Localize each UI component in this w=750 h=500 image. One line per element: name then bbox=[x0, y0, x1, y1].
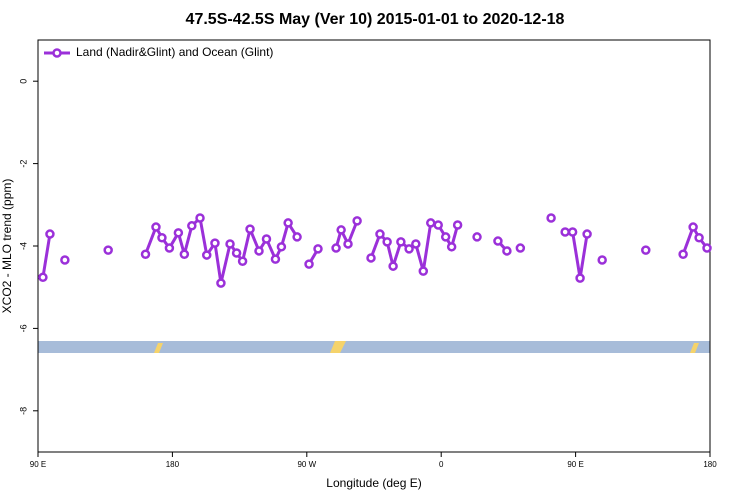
data-point bbox=[452, 220, 463, 230]
data-point bbox=[60, 255, 70, 265]
data-point bbox=[187, 221, 197, 231]
data-point bbox=[425, 218, 436, 228]
data-point bbox=[164, 243, 175, 253]
data-point bbox=[210, 238, 220, 248]
data-point bbox=[641, 245, 651, 255]
data-point bbox=[472, 232, 482, 242]
y-tick-label: -6 bbox=[18, 324, 28, 332]
data-point bbox=[446, 242, 457, 252]
data-point bbox=[270, 254, 281, 264]
data-point bbox=[597, 255, 607, 265]
data-point bbox=[276, 242, 287, 252]
data-point bbox=[382, 237, 392, 247]
data-point bbox=[440, 232, 451, 242]
data-point bbox=[151, 222, 161, 232]
data-point bbox=[245, 224, 255, 234]
ocean-band bbox=[38, 341, 710, 353]
y-axis-label: XCO2 - MLO trend (ppm) bbox=[0, 179, 14, 314]
series-line bbox=[41, 216, 709, 285]
x-tick-label: 180 bbox=[166, 460, 180, 469]
data-point bbox=[195, 213, 205, 223]
x-tick-label: 90 W bbox=[297, 460, 316, 469]
data-point bbox=[493, 236, 503, 246]
data-point bbox=[254, 246, 264, 256]
data-point bbox=[515, 243, 526, 253]
land-patch bbox=[690, 343, 699, 353]
y-tick-label: -4 bbox=[18, 242, 28, 250]
data-point bbox=[216, 278, 226, 288]
chart-title: 47.5S-42.5S May (Ver 10) 2015-01-01 to 2… bbox=[186, 11, 565, 28]
x-tick-label: 0 bbox=[439, 460, 444, 469]
data-point bbox=[546, 213, 556, 223]
x-axis-label: Longitude (deg E) bbox=[326, 476, 421, 490]
surface-mask bbox=[38, 341, 710, 353]
data-point bbox=[225, 239, 235, 249]
data-point bbox=[45, 229, 55, 239]
data-point bbox=[157, 233, 167, 243]
data-point bbox=[140, 249, 151, 259]
data-point bbox=[201, 250, 212, 260]
data-point bbox=[433, 220, 443, 230]
data-point bbox=[694, 233, 704, 243]
data-point bbox=[261, 234, 272, 244]
data-point bbox=[582, 229, 592, 239]
x-tick-label: 90 E bbox=[567, 460, 583, 469]
y-tick-label: -8 bbox=[18, 407, 28, 415]
data-point bbox=[375, 229, 385, 239]
data-point bbox=[702, 243, 712, 253]
data-point bbox=[567, 227, 578, 237]
data-point bbox=[179, 249, 190, 259]
x-tick-label: 90 E bbox=[30, 460, 46, 469]
data-point bbox=[237, 256, 248, 266]
data-point bbox=[502, 246, 512, 256]
legend-label: Land (Nadir&Glint) and Ocean (Glint) bbox=[76, 45, 273, 59]
land-patch bbox=[154, 343, 163, 353]
data-point bbox=[678, 249, 688, 259]
data-point bbox=[304, 259, 314, 269]
y-tick-label: 0 bbox=[18, 79, 28, 84]
data-point bbox=[352, 216, 362, 226]
data-point bbox=[283, 218, 293, 228]
data-point bbox=[331, 243, 341, 253]
x-tick-label: 180 bbox=[703, 460, 717, 469]
y-tick-label: -2 bbox=[18, 160, 28, 168]
data-point bbox=[173, 228, 184, 238]
data-point bbox=[688, 222, 698, 232]
data-point bbox=[38, 272, 48, 283]
data-point bbox=[336, 225, 346, 235]
data-point bbox=[396, 237, 406, 247]
data-point bbox=[388, 261, 398, 271]
data-point bbox=[313, 244, 323, 254]
data-point bbox=[103, 245, 113, 255]
data-point bbox=[418, 266, 429, 276]
data-point bbox=[404, 244, 414, 254]
data-point bbox=[231, 248, 242, 258]
data-point bbox=[292, 232, 302, 242]
legend-swatch-marker bbox=[52, 48, 62, 58]
data-point bbox=[560, 227, 570, 237]
data-point bbox=[575, 273, 585, 283]
land-patch bbox=[330, 341, 346, 353]
data-point bbox=[343, 239, 353, 249]
data-point bbox=[366, 253, 376, 263]
data-point bbox=[411, 239, 421, 249]
